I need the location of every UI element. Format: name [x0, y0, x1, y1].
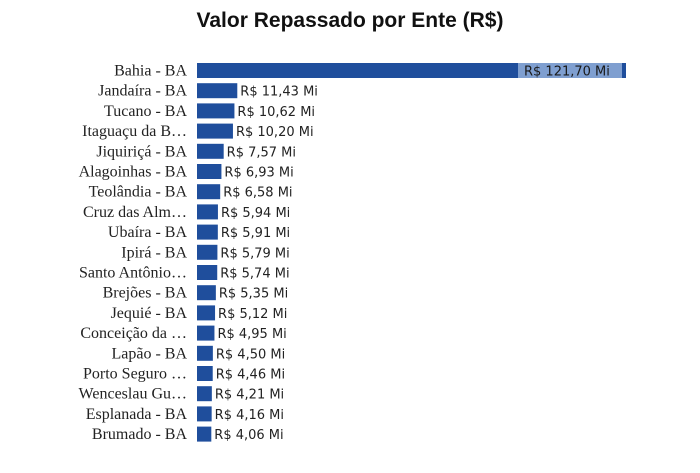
bar[interactable] — [197, 406, 212, 422]
category-label: Brejões - BA — [103, 285, 188, 302]
bar[interactable] — [197, 103, 235, 119]
bar[interactable] — [197, 143, 224, 159]
category-label: Jiquiriçá - BA — [96, 143, 187, 160]
bar[interactable] — [197, 325, 215, 341]
bar[interactable] — [197, 164, 222, 179]
data-label: R$ 5,12 Mi — [218, 307, 287, 322]
category-label: Tucano - BA — [104, 103, 187, 120]
data-label: R$ 4,21 Mi — [215, 388, 284, 403]
category-label: Itaguaçu da B… — [82, 123, 187, 140]
data-label: R$ 121,70 Mi — [524, 65, 610, 80]
category-label: Santo Antônio… — [79, 265, 187, 282]
data-label: R$ 10,62 Mi — [237, 105, 315, 120]
bar[interactable] — [197, 244, 218, 260]
category-label: Esplanada - BA — [86, 406, 188, 423]
category-label: Jequié - BA — [111, 305, 188, 322]
category-label: Cruz das Alm… — [83, 204, 187, 221]
bar[interactable] — [197, 265, 218, 280]
data-label: R$ 11,43 Mi — [240, 85, 318, 100]
data-label: R$ 5,79 Mi — [220, 246, 289, 261]
bar[interactable] — [197, 345, 213, 361]
data-label: R$ 5,74 Mi — [220, 267, 289, 282]
category-label: Ipirá - BA — [121, 244, 187, 261]
data-label: R$ 5,91 Mi — [221, 226, 290, 241]
data-label: R$ 4,06 Mi — [214, 428, 283, 443]
bar[interactable] — [197, 184, 221, 200]
category-label: Wenceslau Gu… — [79, 386, 187, 403]
data-label: R$ 4,95 Mi — [217, 327, 286, 342]
data-label: R$ 4,16 Mi — [215, 408, 284, 423]
category-label: Alagoinhas - BA — [79, 164, 188, 181]
category-label: Bahia - BA — [114, 63, 187, 80]
bar[interactable] — [197, 366, 213, 381]
category-label: Jandaíra - BA — [98, 83, 187, 100]
category-label: Teolândia - BA — [89, 184, 188, 201]
data-label: R$ 4,46 Mi — [216, 368, 285, 383]
data-label: R$ 5,94 Mi — [221, 206, 290, 221]
category-label: Porto Seguro … — [83, 366, 187, 383]
data-label: R$ 5,35 Mi — [219, 287, 288, 302]
data-label: R$ 10,20 Mi — [236, 125, 314, 140]
data-label-background — [518, 63, 622, 78]
data-label: R$ 7,57 Mi — [227, 145, 296, 160]
bar[interactable] — [197, 123, 233, 139]
bar[interactable] — [197, 224, 218, 240]
category-label: Lapão - BA — [111, 345, 187, 362]
data-label: R$ 6,93 Mi — [224, 166, 293, 181]
bar[interactable] — [197, 204, 218, 220]
bar[interactable] — [197, 386, 212, 402]
data-label: R$ 4,50 Mi — [216, 347, 285, 362]
bar[interactable] — [197, 305, 216, 321]
category-label: Ubaíra - BA — [108, 224, 188, 241]
bar[interactable] — [197, 426, 212, 442]
category-label: Brumado - BA — [92, 426, 188, 443]
chart-title: Valor Repassado por Ente (R$) — [196, 9, 504, 32]
category-label: Conceição da … — [80, 325, 187, 342]
data-label: R$ 6,58 Mi — [223, 186, 292, 201]
bar[interactable] — [197, 83, 238, 99]
bar[interactable] — [197, 285, 216, 301]
